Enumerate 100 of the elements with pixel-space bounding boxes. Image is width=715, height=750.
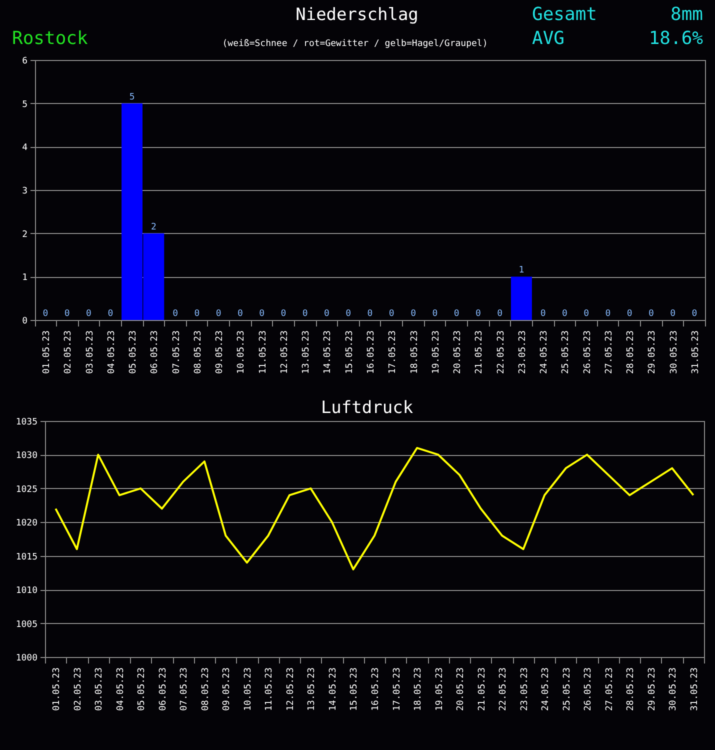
y-tick-label: 1030: [16, 451, 38, 462]
x-tick-label: 03.05.23: [85, 330, 96, 374]
data-label: 2: [150, 222, 156, 232]
data-label: 0: [108, 309, 114, 319]
data-label: 0: [280, 309, 286, 319]
x-tick-label: 27.05.23: [604, 330, 614, 374]
data-label: 0: [237, 309, 243, 319]
chart-title: Luftdruck: [320, 398, 414, 418]
x-tick-label: 18.05.23: [414, 668, 424, 711]
chart-subtitle: (weiß=Schnee / rot=Gewitter / gelb=Hagel/Graupel): [222, 39, 488, 49]
data-label: 0: [324, 309, 330, 319]
x-tick-label: 01.05.23: [42, 330, 52, 374]
x-tick-label: 07.05.23: [180, 668, 190, 711]
x-tick-label: 31.05.23: [690, 668, 700, 711]
x-tick-label: 16.05.23: [366, 330, 376, 374]
y-tick-label: 1020: [16, 518, 38, 529]
y-tick-label: 1000: [16, 654, 38, 664]
data-label: 0: [562, 309, 568, 319]
x-tick-label: 23.05.23: [520, 668, 530, 711]
x-tick-label: 28.05.23: [626, 330, 636, 374]
x-tick-label: 20.05.23: [453, 330, 464, 374]
data-label: 0: [605, 309, 611, 319]
x-tick-label: 02.05.23: [64, 330, 74, 374]
text: 18.6%: [648, 28, 704, 49]
x-tick-label: 24.05.23: [541, 668, 552, 711]
y-tick-label: 1035: [16, 418, 38, 428]
data-label: 5: [129, 92, 135, 102]
x-tick-label: 21.05.23: [474, 330, 485, 374]
y-tick-label: 3: [22, 186, 28, 196]
x-tick-label: 08.05.23: [193, 330, 204, 374]
data-label: 0: [172, 309, 178, 319]
x-tick-label: 22.05.23: [498, 668, 509, 711]
x-tick-label: 09.05.23: [215, 330, 226, 374]
data-label: 0: [410, 309, 416, 319]
x-tick-label: 10.05.23: [236, 330, 247, 374]
text: 8mm: [670, 4, 703, 25]
y-tick-label: 1: [22, 273, 28, 284]
text: Gesamt: [532, 4, 598, 25]
x-tick-label: 15.05.23: [350, 668, 360, 711]
x-tick-label: 06.05.23: [158, 668, 168, 711]
x-tick-label: 30.05.23: [669, 330, 680, 374]
x-tick-label: 27.05.23: [604, 668, 615, 711]
data-label: 0: [216, 309, 222, 319]
data-label: 0: [302, 309, 308, 319]
data-label: 0: [194, 309, 200, 319]
y-tick-label: 4: [22, 143, 28, 154]
y-tick-label: 5: [22, 100, 28, 110]
x-tick-label: 17.05.23: [392, 668, 402, 711]
y-tick-label: 0: [22, 316, 28, 326]
text: AVG: [532, 28, 565, 49]
data-label: 0: [367, 309, 373, 319]
x-tick-label: 04.05.23: [116, 668, 126, 711]
x-tick-label: 25.05.23: [562, 668, 572, 711]
data-label: 0: [648, 309, 654, 319]
line-series: [54, 446, 694, 570]
data-label: 0: [540, 309, 546, 319]
x-tick-label: 17.05.23: [388, 330, 398, 374]
x-tick-label: 06.05.23: [150, 330, 160, 374]
x-tick-label: 26.05.23: [584, 668, 594, 711]
bar: [510, 276, 532, 320]
x-tick-label: 15.05.23: [344, 330, 355, 374]
data-label: 0: [64, 309, 70, 319]
x-tick-label: 22.05.23: [496, 330, 506, 374]
data-label: 0: [626, 309, 632, 319]
x-tick-label: 29.05.23: [648, 330, 658, 374]
data-label: 1: [518, 266, 524, 276]
y-tick-label: 1010: [16, 586, 38, 596]
data-label: 0: [388, 309, 394, 319]
data-label: 0: [86, 309, 92, 319]
x-tick-label: 18.05.23: [410, 330, 420, 374]
y-tick-label: 6: [22, 56, 28, 66]
x-tick-label: 08.05.23: [200, 668, 211, 711]
text: Rostock: [12, 28, 88, 49]
x-tick-label: 20.05.23: [456, 668, 466, 711]
x-tick-label: 05.05.23: [128, 330, 139, 374]
x-tick-label: 14.05.23: [323, 330, 334, 374]
y-tick-label: 1025: [16, 484, 38, 495]
x-tick-label: 28.05.23: [626, 668, 636, 711]
x-tick-label: 23.05.23: [518, 330, 528, 374]
x-tick-label: 10.05.23: [243, 668, 254, 711]
data-label: 0: [670, 309, 676, 319]
data-label: 0: [432, 309, 438, 319]
chart-title: Niederschlag: [296, 5, 418, 25]
x-tick-label: 19.05.23: [431, 330, 442, 374]
x-tick-label: 13.05.23: [302, 330, 312, 374]
x-tick-label: 21.05.23: [477, 668, 488, 711]
data-label: 0: [584, 309, 590, 319]
y-tick-label: 1005: [16, 620, 38, 630]
x-tick-label: 24.05.23: [540, 330, 550, 374]
x-tick-label: 25.05.23: [561, 330, 572, 374]
x-tick-label: 04.05.23: [106, 330, 117, 374]
x-tick-label: 11.05.23: [264, 668, 275, 711]
data-label: 0: [454, 309, 460, 319]
x-tick-label: 01.05.23: [52, 668, 62, 711]
x-tick-label: 07.05.23: [172, 330, 182, 374]
data-label: 0: [497, 309, 503, 319]
x-tick-label: 03.05.23: [94, 668, 105, 711]
x-tick-label: 26.05.23: [582, 330, 593, 374]
x-tick-label: 05.05.23: [137, 668, 148, 711]
x-tick-label: 29.05.23: [647, 668, 658, 711]
